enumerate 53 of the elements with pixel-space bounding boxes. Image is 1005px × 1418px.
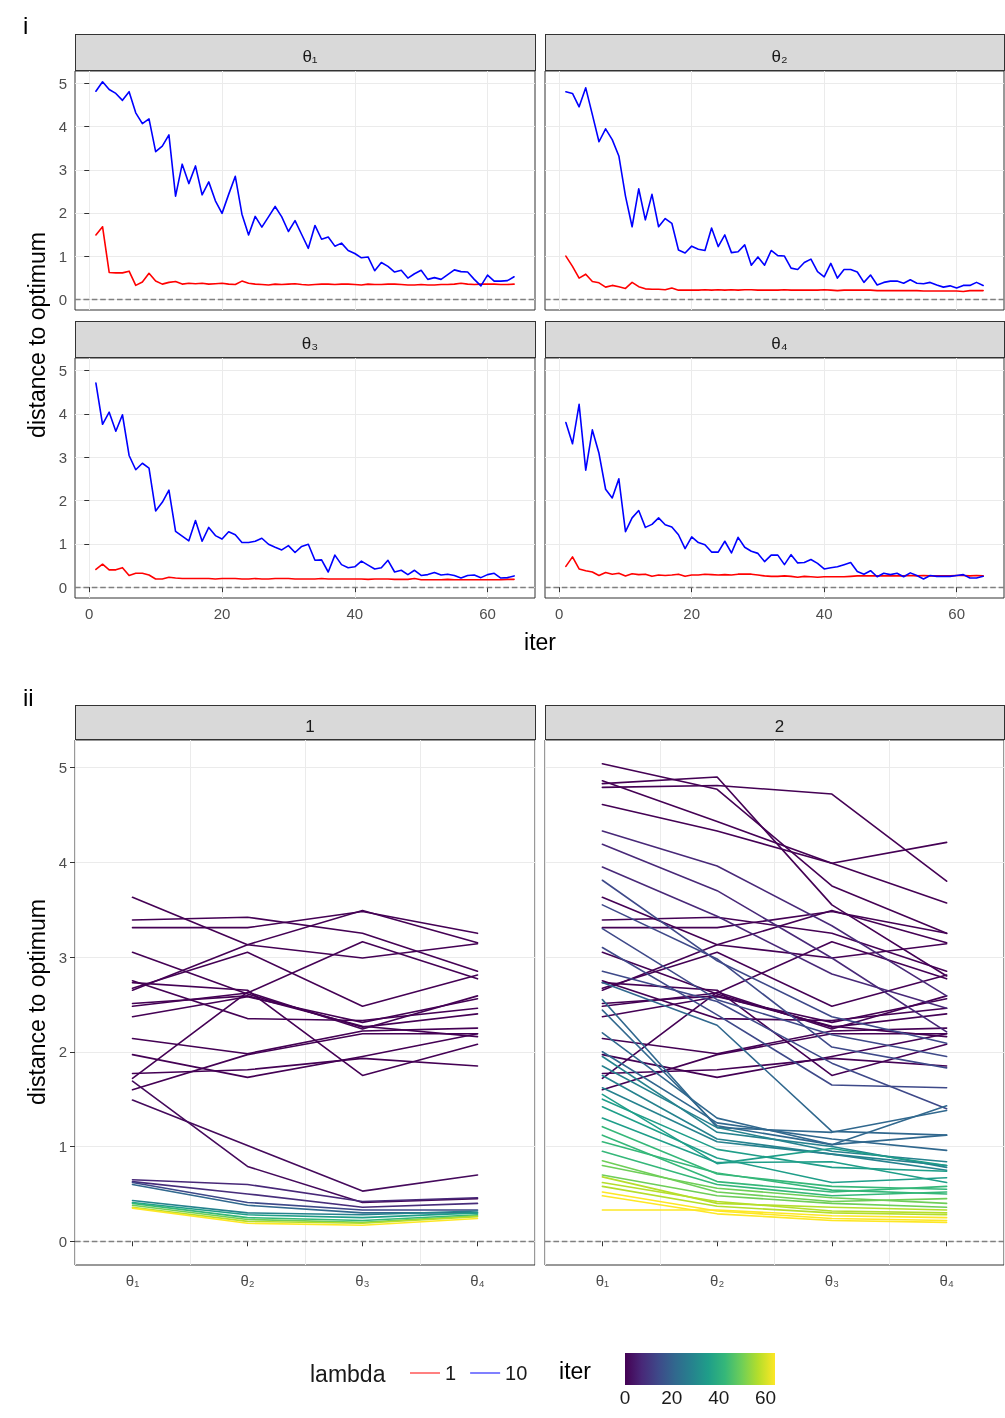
x-tick-label: 20: [683, 605, 701, 622]
y-tick-label: 0: [58, 1232, 67, 1250]
x-tick-label: 20: [213, 605, 231, 622]
y-tick-label: 3: [58, 448, 67, 466]
x-tick-label: 40: [346, 605, 364, 622]
x-tick-label: θ₃: [824, 1272, 840, 1289]
text: i: [23, 11, 29, 39]
y-tick-label: 5: [58, 75, 67, 93]
x-tick-label: θ₃: [355, 1272, 370, 1289]
y-tick-label: 0: [58, 290, 67, 308]
y-tick-label: 2: [58, 492, 67, 510]
chart-title: 2: [774, 716, 785, 736]
chart-title: θ₁: [302, 46, 318, 66]
y-tick-label: 2: [58, 204, 67, 222]
x-tick-label: 0: [85, 605, 94, 622]
color-bar-label: 20: [661, 1387, 683, 1409]
y-tick-label: 5: [58, 362, 67, 380]
y-tick-label: 0: [58, 578, 67, 596]
text: ii: [23, 683, 34, 711]
x-tick-label: θ₄: [939, 1272, 954, 1289]
color-bar-label: 0: [619, 1387, 631, 1409]
color-bar-label: 60: [755, 1387, 777, 1409]
x-tick-label: θ₂: [710, 1272, 725, 1289]
x-tick-label: 0: [555, 605, 564, 622]
y-axis-title: distance to optimum: [24, 899, 50, 1105]
y-tick-label: 4: [58, 853, 67, 871]
x-tick-label: 60: [479, 605, 496, 622]
y-tick-label: 4: [58, 118, 67, 136]
x-tick-label: θ₁: [595, 1272, 610, 1289]
y-tick-label: 5: [58, 758, 67, 776]
y-tick-label: 3: [58, 161, 67, 179]
chart-title: 1: [305, 716, 315, 736]
chart-title: θ₂: [771, 46, 788, 66]
y-tick-label: 1: [58, 535, 67, 553]
x-tick-label: θ₄: [470, 1272, 485, 1289]
y-tick-label: 1: [58, 1138, 67, 1156]
x-tick-label: 60: [948, 605, 965, 622]
legend-label: 10: [505, 1362, 528, 1384]
y-tick-label: 2: [58, 1043, 67, 1061]
chart-title: θ₃: [301, 333, 319, 353]
y-tick-label: 4: [58, 405, 67, 423]
legend-label: 1: [445, 1362, 457, 1384]
chart-title: θ₄: [771, 333, 788, 353]
x-tick-label: θ₁: [125, 1272, 140, 1289]
color-bar-title: iter: [559, 1358, 591, 1385]
x-tick-label: θ₂: [240, 1272, 255, 1289]
legend-title: lambda: [310, 1360, 386, 1387]
x-axis-title: iter: [524, 629, 557, 655]
x-tick-label: 40: [815, 605, 833, 622]
y-tick-label: 3: [58, 948, 67, 966]
y-axis-title: distance to optimum: [24, 232, 50, 438]
y-tick-label: 1: [58, 247, 67, 265]
color-bar-label: 40: [708, 1387, 730, 1409]
